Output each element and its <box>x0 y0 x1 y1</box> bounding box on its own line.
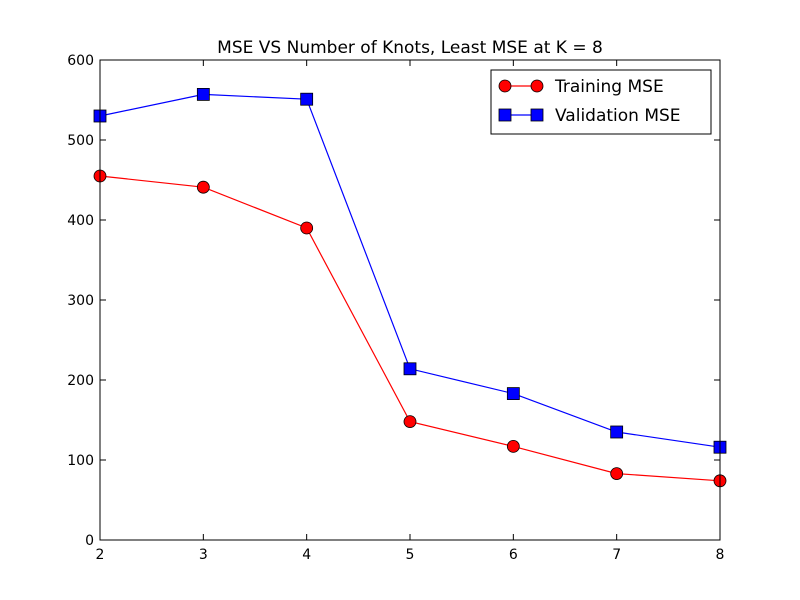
x-tick-label: 8 <box>716 547 725 563</box>
x-tick-label: 6 <box>509 547 518 563</box>
data-point-training-mse <box>300 221 314 235</box>
plot-markers <box>93 88 727 488</box>
data-point-validation-mse <box>196 88 210 101</box>
y-tick-label: 400 <box>67 213 94 229</box>
x-tick-label: 2 <box>96 547 105 563</box>
x-tick-label: 4 <box>302 547 311 563</box>
chart-title: MSE VS Number of Knots, Least MSE at K =… <box>217 38 603 58</box>
series-line-training-mse <box>99 175 721 482</box>
data-point-training-mse <box>506 439 520 453</box>
x-tick-label: 5 <box>406 547 415 563</box>
y-tick-label: 300 <box>67 293 94 309</box>
x-tick-label: 7 <box>612 547 621 563</box>
y-tick-label: 100 <box>67 453 94 469</box>
x-tick-label: 3 <box>199 547 208 563</box>
y-tick-label: 600 <box>67 53 94 69</box>
legend: Training MSE Validation MSE <box>490 69 712 135</box>
data-point-validation-mse <box>506 387 520 401</box>
y-axis: 0 100 200 300 400 500 600 <box>67 53 720 549</box>
legend-marker-training <box>530 79 544 93</box>
data-point-training-mse <box>403 415 417 429</box>
legend-label-validation: Validation MSE <box>555 106 681 126</box>
legend-marker-validation <box>530 108 544 122</box>
legend-box <box>490 69 712 135</box>
data-point-validation-mse <box>610 425 624 439</box>
y-tick-label: 500 <box>67 133 94 149</box>
data-point-validation-mse <box>300 92 314 106</box>
data-point-training-mse <box>610 467 624 481</box>
legend-marker-validation <box>498 108 512 122</box>
x-axis: 2 3 4 5 6 7 8 <box>96 60 725 563</box>
data-point-validation-mse <box>403 362 417 376</box>
legend-label-training: Training MSE <box>554 77 664 97</box>
y-tick-label: 0 <box>85 533 94 549</box>
data-point-training-mse <box>196 180 210 194</box>
series-line-validation-mse <box>99 93 721 448</box>
legend-marker-training <box>498 79 512 93</box>
y-tick-label: 200 <box>67 373 94 389</box>
